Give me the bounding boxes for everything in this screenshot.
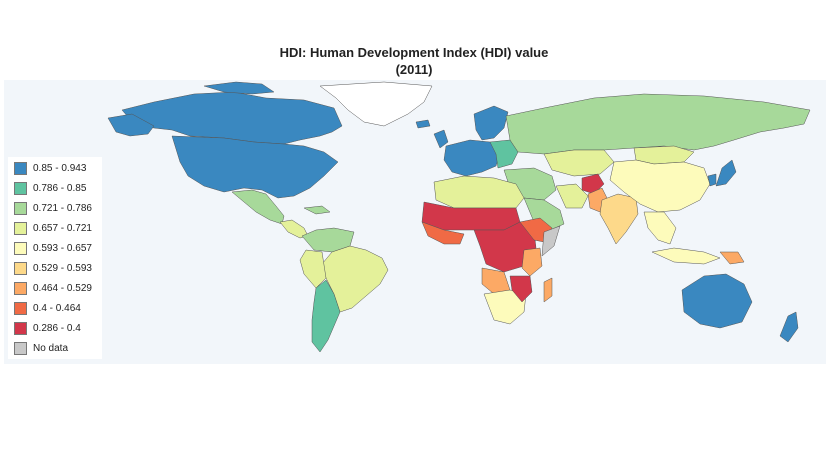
- colombia-venezuela[interactable]: [301, 227, 355, 253]
- peru-bolivia[interactable]: [299, 249, 327, 289]
- angola[interactable]: [481, 267, 511, 295]
- map-title-line-2: (2011): [395, 62, 433, 77]
- west-africa[interactable]: [421, 221, 465, 245]
- southern-africa[interactable]: [483, 289, 527, 325]
- legend-item: 0.657 - 0.721: [14, 221, 92, 235]
- legend-item: No data: [14, 341, 68, 355]
- india[interactable]: [599, 193, 639, 245]
- usa[interactable]: [171, 135, 339, 199]
- scandinavia[interactable]: [473, 105, 509, 141]
- legend-swatch: [14, 321, 27, 335]
- cuba[interactable]: [303, 205, 331, 215]
- map-title-line-1: HDI: Human Development Index (HDI) value: [279, 45, 549, 60]
- legend-item: 0.721 - 0.786: [14, 201, 92, 215]
- legend-label: 0.721 - 0.786: [33, 202, 92, 214]
- china[interactable]: [609, 159, 711, 213]
- madagascar[interactable]: [543, 277, 553, 303]
- canada-islands[interactable]: [203, 81, 275, 95]
- afghanistan[interactable]: [581, 173, 605, 195]
- canada[interactable]: [121, 91, 343, 145]
- kazakhstan[interactable]: [543, 149, 615, 177]
- greenland[interactable]: [319, 81, 433, 127]
- legend-label: 0.786 - 0.85: [33, 182, 87, 194]
- legend-label: 0.657 - 0.721: [33, 222, 92, 234]
- east-africa[interactable]: [521, 247, 543, 277]
- legend-item: 0.464 - 0.529: [14, 281, 92, 295]
- uk[interactable]: [433, 129, 449, 149]
- legend-item: 0.786 - 0.85: [14, 181, 86, 195]
- iran[interactable]: [555, 183, 589, 209]
- korea[interactable]: [707, 173, 717, 187]
- alaska[interactable]: [107, 113, 155, 137]
- legend-label: No data: [33, 342, 69, 354]
- legend-swatch: [14, 181, 27, 195]
- legend-swatch: [14, 201, 27, 215]
- mozambique[interactable]: [509, 275, 533, 303]
- iceland[interactable]: [415, 119, 431, 129]
- japan[interactable]: [715, 159, 737, 187]
- north-africa[interactable]: [433, 175, 525, 209]
- russia[interactable]: [505, 93, 811, 155]
- legend-swatch: [14, 261, 27, 275]
- mexico[interactable]: [231, 189, 285, 225]
- legend-swatch: [14, 301, 27, 315]
- legend-label: 0.529 - 0.593: [33, 262, 92, 274]
- legend-item: 0.593 - 0.657: [14, 241, 92, 255]
- legend-label: 0.4 - 0.464: [33, 302, 81, 314]
- legend: 0.85 - 0.943 0.786 - 0.85 0.721 - 0.786 …: [8, 157, 102, 359]
- southeast-asia[interactable]: [643, 211, 677, 245]
- legend-swatch: [14, 161, 27, 175]
- papua[interactable]: [719, 251, 745, 265]
- legend-label: 0.593 - 0.657: [33, 242, 92, 254]
- legend-item: 0.529 - 0.593: [14, 261, 92, 275]
- somalia[interactable]: [541, 225, 561, 257]
- legend-label: 0.85 - 0.943: [33, 162, 87, 174]
- argentina-chile[interactable]: [311, 279, 341, 353]
- legend-swatch: [14, 221, 27, 235]
- new-zealand[interactable]: [779, 311, 799, 343]
- legend-swatch: [14, 281, 27, 295]
- legend-item: 0.4 - 0.464: [14, 301, 81, 315]
- legend-swatch: [14, 341, 27, 355]
- legend-item: 0.286 - 0.4: [14, 321, 81, 335]
- map-title: HDI: Human Development Index (HDI) value…: [0, 44, 828, 78]
- legend-swatch: [14, 241, 27, 255]
- australia[interactable]: [681, 273, 753, 329]
- map-panel: [4, 80, 826, 364]
- legend-label: 0.464 - 0.529: [33, 282, 92, 294]
- legend-label: 0.286 - 0.4: [33, 322, 81, 334]
- western-europe[interactable]: [443, 139, 501, 177]
- world-map[interactable]: [4, 80, 826, 364]
- indonesia[interactable]: [651, 247, 721, 265]
- legend-item: 0.85 - 0.943: [14, 161, 86, 175]
